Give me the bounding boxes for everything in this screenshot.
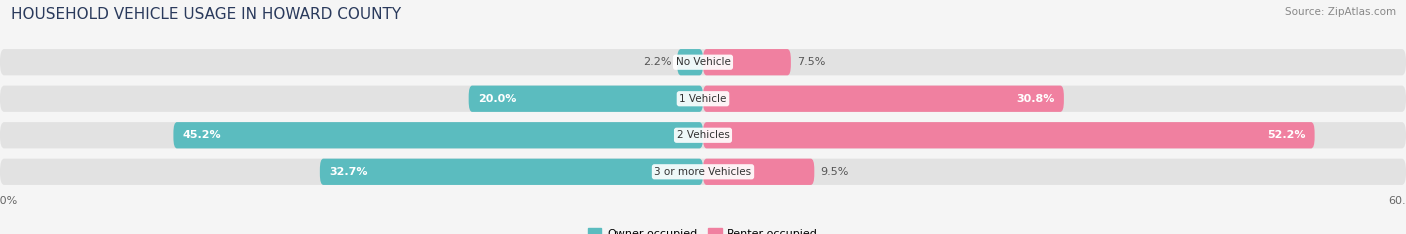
FancyBboxPatch shape <box>319 159 703 185</box>
FancyBboxPatch shape <box>173 122 703 148</box>
FancyBboxPatch shape <box>703 122 1315 148</box>
FancyBboxPatch shape <box>703 49 790 75</box>
Text: 7.5%: 7.5% <box>797 57 825 67</box>
Legend: Owner-occupied, Renter-occupied: Owner-occupied, Renter-occupied <box>583 224 823 234</box>
Text: 2 Vehicles: 2 Vehicles <box>676 130 730 140</box>
Text: 2.2%: 2.2% <box>643 57 672 67</box>
FancyBboxPatch shape <box>0 49 1406 75</box>
FancyBboxPatch shape <box>0 122 1406 148</box>
Text: No Vehicle: No Vehicle <box>675 57 731 67</box>
FancyBboxPatch shape <box>703 159 814 185</box>
FancyBboxPatch shape <box>0 159 1406 185</box>
Text: Source: ZipAtlas.com: Source: ZipAtlas.com <box>1285 7 1396 17</box>
Text: 45.2%: 45.2% <box>183 130 221 140</box>
FancyBboxPatch shape <box>468 86 703 112</box>
Text: HOUSEHOLD VEHICLE USAGE IN HOWARD COUNTY: HOUSEHOLD VEHICLE USAGE IN HOWARD COUNTY <box>11 7 401 22</box>
Text: 3 or more Vehicles: 3 or more Vehicles <box>654 167 752 177</box>
Text: 20.0%: 20.0% <box>478 94 516 104</box>
FancyBboxPatch shape <box>678 49 703 75</box>
Text: 1 Vehicle: 1 Vehicle <box>679 94 727 104</box>
Text: 30.8%: 30.8% <box>1017 94 1054 104</box>
Text: 32.7%: 32.7% <box>329 167 368 177</box>
Text: 52.2%: 52.2% <box>1267 130 1305 140</box>
FancyBboxPatch shape <box>0 86 1406 112</box>
Text: 9.5%: 9.5% <box>820 167 849 177</box>
FancyBboxPatch shape <box>703 86 1064 112</box>
